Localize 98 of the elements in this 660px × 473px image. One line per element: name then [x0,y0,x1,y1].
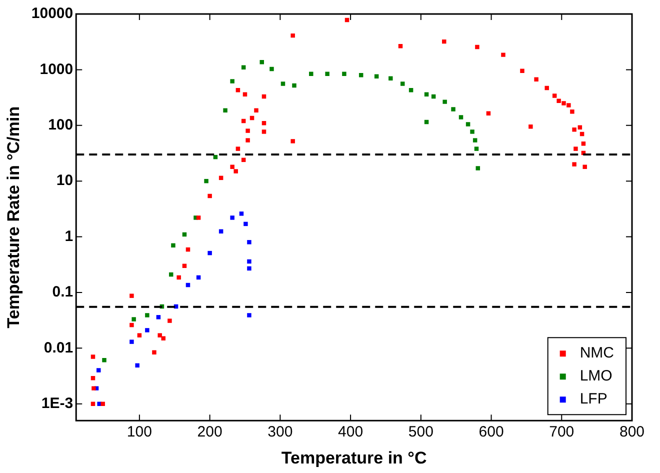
point [234,169,238,174]
point [100,402,105,406]
point [130,322,134,328]
point [196,216,201,220]
point [570,109,574,114]
point [204,178,208,184]
point [156,315,161,320]
point [137,333,142,338]
point [270,66,274,72]
y-tick-label: 1 [64,228,74,245]
point [130,340,134,344]
point [145,313,150,318]
point [566,103,571,108]
point [290,139,295,144]
point [230,79,234,84]
point [102,358,106,362]
legend-label: LMO [580,368,612,385]
point [325,72,330,76]
point [470,130,474,134]
point [135,363,140,368]
x-tick-label: 100 [126,424,152,441]
point [158,333,162,338]
point [239,212,244,216]
point [556,98,561,104]
point [520,68,524,74]
point [466,122,470,126]
point [262,130,266,134]
x-tick-label: 800 [619,424,645,441]
y-tick-label: 0.1 [52,284,74,301]
point [247,313,252,318]
point [246,138,250,142]
point [574,146,578,151]
point [472,138,478,142]
point [168,318,172,323]
point [552,94,557,98]
point [208,194,212,198]
point [388,76,393,80]
point [230,216,234,220]
point [236,146,240,151]
point [176,275,181,280]
point [152,350,156,354]
y-axis-title: Temperature Rate in °C/min [4,106,23,328]
point [208,250,212,256]
point [581,142,586,146]
point [247,259,252,264]
point [374,74,379,78]
y-tick-label: 100 [48,116,74,134]
point [96,368,101,372]
point [223,108,228,112]
point [130,294,134,298]
point [171,243,176,248]
point [474,146,479,151]
point [572,162,576,166]
point [292,83,296,88]
point [290,33,295,38]
point [476,166,480,170]
point [132,317,136,322]
point [572,127,576,132]
point [145,328,150,332]
point [280,82,286,86]
y-tick-label: 1000 [40,60,74,78]
point [90,354,96,359]
point [475,44,480,50]
x-tick-label: 700 [549,424,574,441]
x-tick-label: 500 [408,424,434,441]
point [534,77,538,82]
legend-label: LFP [580,390,608,408]
y-tick-label: 10000 [31,5,74,22]
point [528,124,533,129]
legend-label: NMC [580,344,614,362]
point [247,240,252,244]
point [161,336,166,340]
point [244,222,248,226]
point [400,82,405,86]
point [247,266,252,271]
x-axis-title: Temperature in °C [281,448,427,468]
point [458,115,464,120]
point [90,402,96,406]
point [562,101,566,106]
point [501,52,506,57]
x-tick-label: 400 [338,424,364,441]
x-tick-label: 200 [197,424,222,441]
y-tick-label: 1E-3 [41,394,74,412]
x-tick-label: 300 [268,424,293,441]
point [246,128,250,133]
point [442,100,447,104]
x-tick-label: 600 [478,424,504,441]
point [342,72,346,76]
y-tick-label: 0.01 [44,339,74,356]
point [218,229,224,234]
y-tick-label: 10 [56,172,74,190]
point [254,108,258,112]
point [309,72,314,76]
point [92,386,96,390]
point [451,107,456,112]
point [544,86,549,90]
point [582,164,587,169]
point [230,164,234,169]
